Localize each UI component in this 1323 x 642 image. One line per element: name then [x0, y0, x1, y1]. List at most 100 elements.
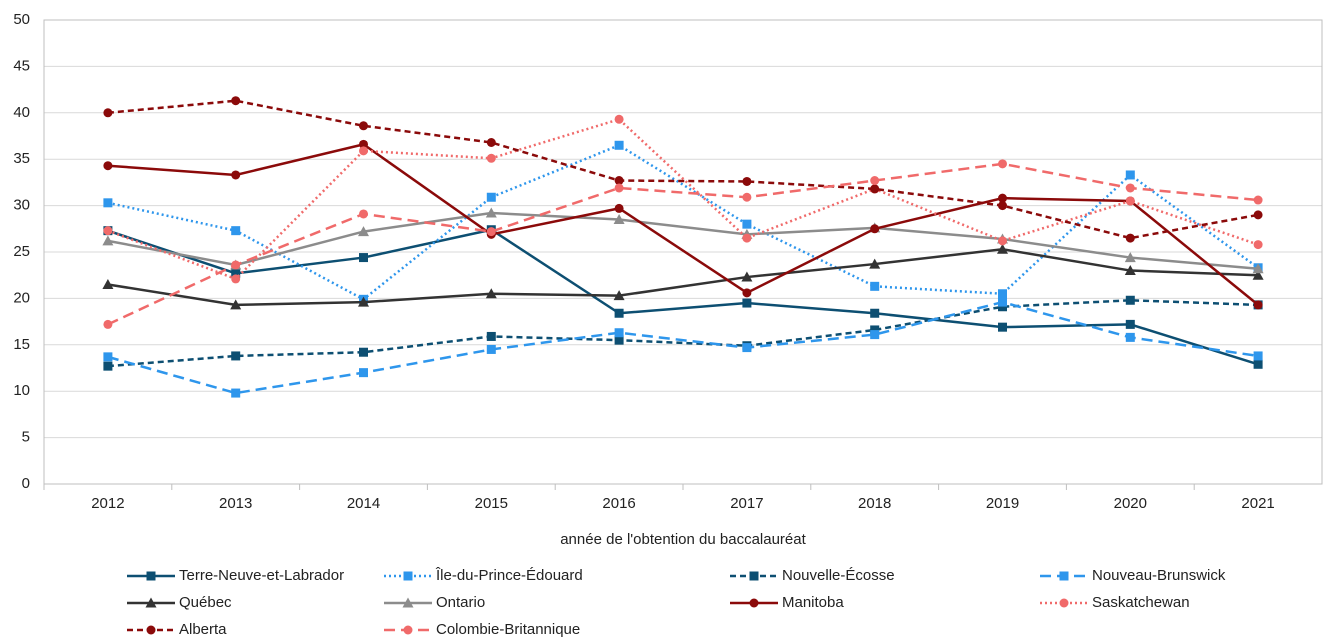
marker — [103, 352, 113, 362]
marker — [1253, 351, 1263, 361]
marker — [359, 368, 368, 378]
x-axis-label: année de l'obtention du baccalauréat — [560, 531, 806, 548]
legend-label: Alberta — [179, 621, 227, 638]
marker — [869, 258, 881, 269]
marker — [102, 235, 114, 246]
marker — [1125, 295, 1135, 305]
marker — [1125, 170, 1135, 180]
marker — [998, 193, 1007, 203]
y-tick-label: 45 — [13, 57, 30, 74]
series-line — [107, 211, 1259, 270]
marker — [146, 625, 156, 635]
marker — [359, 146, 368, 156]
marker — [742, 233, 752, 243]
marker — [402, 597, 414, 608]
marker — [614, 203, 624, 213]
marker — [359, 347, 368, 357]
series-line — [107, 99, 1259, 240]
marker — [146, 571, 156, 581]
x-tick-label: 2018 — [858, 495, 891, 512]
marker — [614, 140, 624, 150]
y-tick-label: 35 — [13, 150, 30, 167]
marker — [1253, 240, 1263, 250]
marker — [1253, 300, 1263, 310]
marker — [485, 207, 497, 218]
marker — [998, 297, 1007, 307]
marker — [103, 361, 113, 371]
marker — [614, 328, 624, 338]
marker — [231, 388, 241, 398]
marker — [741, 271, 753, 282]
marker — [870, 184, 880, 194]
marker — [1125, 332, 1135, 342]
marker — [870, 330, 880, 340]
legend-label: Manitoba — [782, 594, 844, 611]
y-tick-label: 25 — [13, 243, 30, 260]
marker — [613, 290, 625, 301]
series-line — [107, 162, 1259, 326]
x-tick-label: 2015 — [475, 495, 508, 512]
legend-label: Nouveau-Brunswick — [1092, 567, 1226, 584]
legend-label: Ontario — [436, 594, 485, 611]
y-tick-label: 15 — [13, 336, 30, 353]
x-tick-label: 2020 — [1114, 495, 1147, 512]
marker — [1253, 195, 1263, 205]
x-tick-label: 2012 — [91, 495, 124, 512]
marker — [486, 137, 496, 147]
marker — [870, 176, 880, 186]
marker — [613, 214, 625, 225]
marker — [1253, 359, 1263, 369]
marker — [870, 325, 880, 335]
marker — [1125, 319, 1135, 329]
marker — [145, 597, 157, 608]
marker — [231, 274, 241, 284]
y-tick-label: 5 — [22, 429, 30, 446]
marker — [742, 176, 752, 186]
marker — [742, 298, 752, 308]
marker — [1059, 571, 1069, 581]
series-line — [107, 143, 1259, 301]
marker — [614, 308, 624, 318]
marker — [1125, 183, 1135, 193]
marker — [1252, 269, 1264, 280]
marker — [103, 198, 113, 208]
marker — [485, 288, 497, 299]
marker — [749, 598, 759, 608]
x-tick-label: 2014 — [347, 495, 380, 512]
marker — [231, 96, 241, 106]
legend-label: Nouvelle-Écosse — [782, 567, 895, 584]
legend-label: Terre-Neuve-et-Labrador — [179, 567, 344, 584]
marker — [486, 331, 496, 341]
marker — [231, 260, 241, 270]
marker — [230, 299, 242, 310]
marker — [742, 192, 752, 202]
marker — [359, 139, 368, 149]
marker — [231, 226, 241, 236]
series-line — [107, 143, 1259, 306]
marker — [1124, 252, 1136, 263]
y-tick-label: 40 — [13, 104, 30, 121]
marker — [614, 183, 624, 193]
marker — [1124, 265, 1136, 276]
marker — [103, 161, 113, 171]
marker — [231, 351, 241, 361]
marker — [1125, 196, 1135, 206]
marker — [102, 278, 114, 289]
marker — [403, 625, 413, 635]
legend-label: Colombie-Britannique — [436, 621, 580, 638]
marker — [486, 227, 496, 237]
marker — [997, 243, 1008, 254]
marker — [358, 226, 369, 237]
marker — [486, 153, 496, 163]
marker — [614, 176, 624, 186]
series-line — [107, 299, 1259, 368]
marker — [870, 308, 880, 318]
y-tick-label: 20 — [13, 289, 30, 306]
x-tick-label: 2019 — [986, 495, 1019, 512]
marker — [1125, 233, 1135, 243]
marker — [359, 253, 368, 263]
marker — [998, 159, 1007, 169]
marker — [998, 201, 1007, 211]
marker — [231, 268, 241, 278]
marker — [231, 170, 241, 180]
